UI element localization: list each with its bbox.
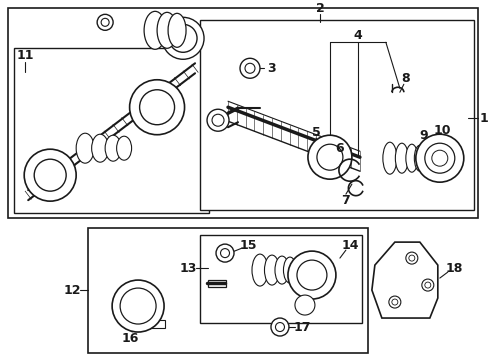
Circle shape (287, 251, 335, 299)
Circle shape (294, 295, 314, 315)
Ellipse shape (395, 143, 407, 173)
Ellipse shape (264, 255, 279, 285)
Circle shape (415, 134, 463, 182)
Circle shape (216, 244, 234, 262)
Circle shape (408, 255, 414, 261)
Text: 4: 4 (353, 29, 362, 42)
Text: 18: 18 (444, 262, 462, 275)
Circle shape (296, 260, 326, 290)
Ellipse shape (168, 13, 185, 47)
Text: 8: 8 (401, 72, 409, 85)
Circle shape (97, 14, 113, 30)
Ellipse shape (206, 109, 228, 131)
Circle shape (316, 144, 342, 170)
Text: 5: 5 (311, 126, 320, 139)
Circle shape (421, 279, 433, 291)
Circle shape (388, 296, 400, 308)
Circle shape (270, 318, 288, 336)
Bar (14, 48, 208, 213)
Polygon shape (371, 242, 437, 318)
Bar (88, 228, 367, 353)
Circle shape (244, 63, 254, 73)
Bar (200, 20, 473, 210)
Ellipse shape (169, 24, 197, 52)
Circle shape (112, 280, 164, 332)
Text: 9: 9 (419, 129, 427, 142)
Ellipse shape (405, 144, 417, 172)
Circle shape (405, 252, 417, 264)
Bar (200, 235, 361, 323)
Text: 12: 12 (63, 284, 81, 297)
Text: 16: 16 (121, 332, 139, 345)
Text: 10: 10 (432, 124, 449, 137)
Circle shape (120, 288, 156, 324)
Ellipse shape (76, 133, 94, 163)
Ellipse shape (91, 134, 108, 162)
Ellipse shape (382, 142, 396, 174)
Circle shape (424, 282, 430, 288)
Bar (8, 8, 477, 218)
Ellipse shape (212, 114, 224, 126)
Ellipse shape (157, 12, 177, 48)
Ellipse shape (162, 17, 203, 59)
Ellipse shape (34, 159, 66, 191)
Ellipse shape (283, 257, 296, 283)
Ellipse shape (105, 135, 121, 161)
Ellipse shape (139, 90, 174, 125)
Ellipse shape (129, 80, 184, 135)
Ellipse shape (413, 145, 425, 171)
Circle shape (431, 150, 447, 166)
Text: 14: 14 (341, 239, 358, 252)
Text: 2: 2 (315, 2, 324, 15)
Circle shape (424, 143, 454, 173)
Text: 13: 13 (179, 262, 196, 275)
Ellipse shape (251, 254, 267, 286)
Circle shape (240, 58, 260, 78)
Circle shape (391, 299, 397, 305)
Text: 11: 11 (17, 49, 34, 62)
Text: 1: 1 (478, 112, 487, 125)
Text: 15: 15 (239, 239, 256, 252)
Circle shape (220, 249, 229, 258)
Ellipse shape (144, 11, 166, 49)
Bar (143, 320, 165, 328)
Bar (207, 280, 225, 287)
Text: 3: 3 (267, 62, 276, 75)
Ellipse shape (116, 136, 131, 160)
Ellipse shape (24, 149, 76, 201)
Circle shape (307, 135, 351, 179)
Ellipse shape (274, 256, 288, 284)
Circle shape (275, 323, 284, 332)
Text: 6: 6 (335, 142, 344, 155)
Text: 17: 17 (293, 320, 310, 333)
Text: 7: 7 (341, 194, 349, 207)
Circle shape (101, 18, 109, 26)
